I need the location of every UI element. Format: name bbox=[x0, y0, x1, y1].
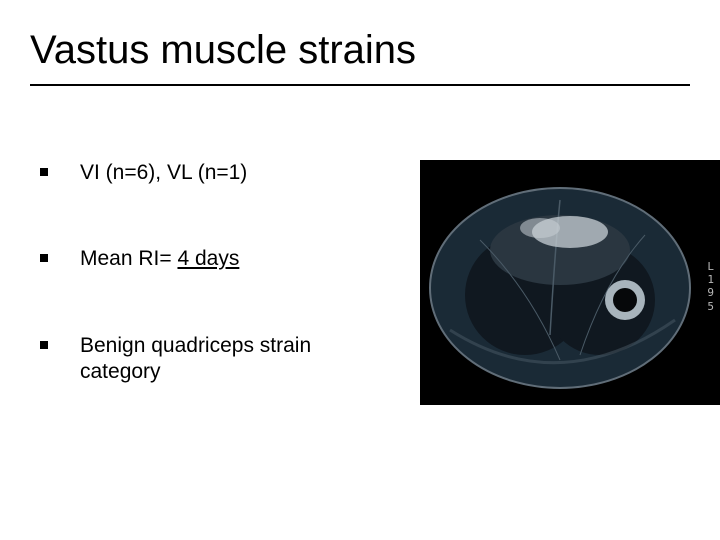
mri-bright-region-2 bbox=[520, 218, 560, 238]
bullet-text-3: Benign quadriceps strain category bbox=[80, 333, 380, 386]
list-item: Mean RI= 4 days bbox=[40, 246, 380, 272]
mri-image: L 1 9 5 bbox=[420, 160, 720, 405]
bullet-icon bbox=[40, 168, 48, 176]
list-item: Benign quadriceps strain category bbox=[40, 333, 380, 386]
bullet-text-2: Mean RI= 4 days bbox=[80, 246, 239, 272]
mri-label-9: 9 bbox=[707, 286, 714, 299]
mri-svg bbox=[420, 160, 720, 405]
mri-label-1: 1 bbox=[707, 273, 714, 286]
bullet-icon bbox=[40, 254, 48, 262]
mri-bone-marrow bbox=[613, 288, 637, 312]
bullet-2-prefix: Mean RI= bbox=[80, 247, 177, 270]
bullet-list: VI (n=6), VL (n=1) Mean RI= 4 days Benig… bbox=[40, 160, 380, 445]
list-item: VI (n=6), VL (n=1) bbox=[40, 160, 380, 186]
mri-label-5: 5 bbox=[707, 300, 714, 313]
bullet-text-1: VI (n=6), VL (n=1) bbox=[80, 160, 247, 186]
mri-side-labels: L 1 9 5 bbox=[707, 260, 714, 313]
slide-title: Vastus muscle strains bbox=[30, 28, 416, 73]
title-underline bbox=[30, 84, 690, 86]
mri-label-L: L bbox=[707, 260, 714, 273]
bullet-icon bbox=[40, 341, 48, 349]
slide: Vastus muscle strains VI (n=6), VL (n=1)… bbox=[0, 0, 720, 540]
bullet-2-underlined: 4 days bbox=[177, 247, 239, 270]
